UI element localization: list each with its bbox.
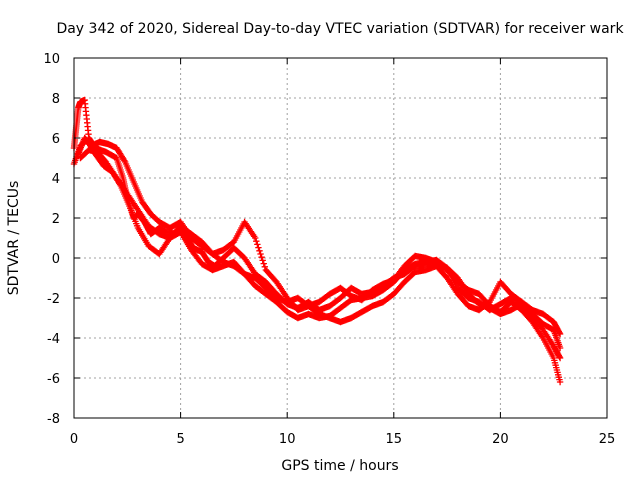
data-point [256,247,263,254]
series-D [77,146,564,352]
data-point [556,378,564,386]
data-point [253,238,260,245]
plot-frame [73,57,608,419]
data-point [258,254,265,261]
x-tick-label: 5 [176,432,184,447]
y-tick-label: 8 [52,92,60,107]
data-point [556,354,564,362]
data-point [556,344,564,352]
data-point [121,157,128,164]
x-axis-label: GPS time / hours [281,458,398,474]
y-tick-label: 4 [52,172,60,187]
y-tick-label: 10 [43,52,60,67]
data-point [260,260,267,267]
x-tick-label: 20 [492,432,509,447]
x-tick-label: 10 [279,432,296,447]
y-axis-label: SDTVAR / TECUs [6,181,22,296]
y-tick-label: -6 [47,372,60,387]
x-tick-label: 0 [70,432,78,447]
x-tick-label: 25 [599,432,616,447]
y-tick-label: -4 [47,332,60,347]
y-tick-label: -2 [47,292,60,307]
data-point [261,263,269,270]
chart-title: Day 342 of 2020, Sidereal Day-to-day VTE… [56,21,624,37]
series-C [75,134,564,386]
data-point [254,241,261,248]
series-B [70,136,564,362]
y-tick-label: 2 [52,212,60,227]
grid [74,58,607,418]
data-point [255,244,262,251]
axis-ticks: 0 5 10 15 20 25 -8 -6 -4 -2 0 2 4 6 8 10 [43,52,615,447]
y-tick-label: 0 [52,252,60,267]
y-tick-label: 6 [52,132,60,147]
x-tick-label: 15 [386,432,403,447]
y-tick-label: -8 [47,412,60,427]
data-marks [70,96,564,386]
data-point [257,250,264,258]
data-point [259,257,266,264]
data-point [252,234,259,242]
